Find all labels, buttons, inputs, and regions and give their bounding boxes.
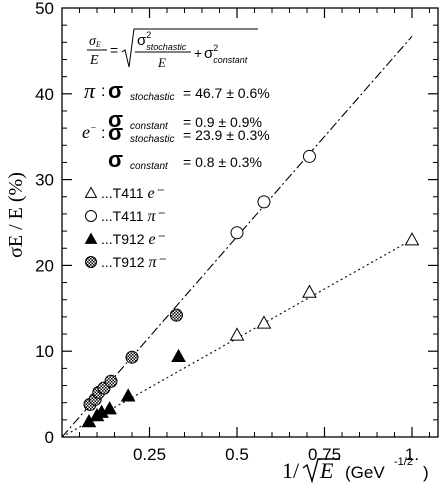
- formula-sqrt: [121, 28, 258, 68]
- e-stoch-sub: stochastic: [130, 134, 174, 145]
- x-axis-label-main: 1/: [282, 458, 300, 483]
- e-stoch-sigma: σ: [108, 120, 123, 145]
- pi-const-sigma: σ: [108, 107, 123, 132]
- e-colon: :: [101, 125, 105, 142]
- data-point: [169, 308, 183, 322]
- formula-plus: +: [194, 45, 202, 61]
- x-tick-label: 0.5: [225, 445, 249, 464]
- y-tick-label: 10: [35, 342, 54, 361]
- e-const-sub: constant: [130, 161, 169, 172]
- data-point: [85, 210, 97, 222]
- data-point: [125, 350, 139, 364]
- formula: σE E = σ2 stochastic E + σ2 constant: [87, 28, 258, 70]
- legend-label: ...T411 π⁻: [101, 208, 165, 225]
- data-point: [171, 348, 186, 363]
- fit-line: [61, 35, 413, 438]
- data-point: [404, 232, 420, 246]
- formula-const: σ2 constant: [204, 43, 248, 65]
- y-tick-label: 30: [35, 171, 54, 190]
- pi-const-val: = 0.9 ± 0.9%: [183, 114, 262, 130]
- pi-stoch-sub: stochastic: [130, 92, 174, 103]
- x-axis-label-exp: -1/2: [394, 456, 413, 468]
- data-point: [302, 284, 317, 298]
- pi-stoch-sigma: σ: [108, 78, 123, 103]
- data-point: [229, 327, 245, 341]
- pi-label: π: [84, 78, 96, 103]
- data-point: [85, 256, 97, 268]
- pi-stoch-val: = 46.7 ± 0.6%: [183, 85, 270, 101]
- y-axis-label-text: σE / E (%): [5, 172, 27, 258]
- data-point: [302, 149, 316, 163]
- formula-sigma-e: σE: [89, 34, 101, 49]
- e-label: e−: [82, 122, 97, 142]
- e-const-val: = 0.8 ± 0.3%: [183, 154, 262, 170]
- data-point: [230, 226, 244, 240]
- plot-border: [61, 7, 439, 438]
- x-axis-label-sqrt: E: [319, 458, 334, 483]
- x-axis-label-unit: (GeV: [345, 463, 385, 482]
- data-point: [84, 232, 98, 244]
- legend-label: ...T912 π⁻: [101, 254, 166, 271]
- formula-e: E: [89, 53, 99, 68]
- x-tick-label: 0.25: [133, 445, 166, 464]
- data-point: [84, 186, 98, 198]
- pi-fit-results: π : σ stochastic = 46.7 ± 0.6% σ constan…: [84, 78, 270, 132]
- formula-eq: =: [110, 42, 118, 58]
- formula-e-div: E: [157, 55, 166, 70]
- plot-frame: [61, 7, 439, 438]
- sqrt-symbol: [302, 458, 340, 484]
- legend: ...T411 e⁻ ...T411 π⁻ ...T912 e⁻ ...T912 π⁻: [84, 185, 166, 271]
- data-point: [257, 195, 271, 209]
- data-point: [256, 315, 272, 329]
- y-tick-label: 40: [35, 85, 54, 104]
- x-tick-label: 1.: [405, 445, 419, 464]
- y-tick-label: 50: [35, 0, 54, 18]
- x-axis-label-close: ): [423, 463, 429, 482]
- e-stoch-val: = 23.9 ± 0.3%: [183, 127, 270, 143]
- data-points: [81, 149, 420, 428]
- pi-const-sub: constant: [130, 121, 169, 132]
- pi-colon: :: [101, 83, 105, 100]
- y-axis-label: σE / E (%): [5, 172, 27, 258]
- e-const-sigma: σ: [108, 147, 123, 172]
- legend-label: ...T912 e⁻: [101, 231, 166, 248]
- formula-stoch: σ2 stochastic: [137, 30, 187, 52]
- y-tick-label: 20: [35, 256, 54, 275]
- e-fit-results: e− : σ stochastic = 23.9 ± 0.3% σ consta…: [82, 120, 270, 172]
- data-point: [104, 374, 118, 388]
- data-point: [120, 388, 136, 402]
- y-tick-label: 0: [45, 428, 54, 447]
- legend-label: ...T411 e⁻: [101, 185, 165, 202]
- x-axis-label: 1/ E (GeV -1/2 ): [282, 456, 429, 484]
- data-point: [102, 401, 117, 415]
